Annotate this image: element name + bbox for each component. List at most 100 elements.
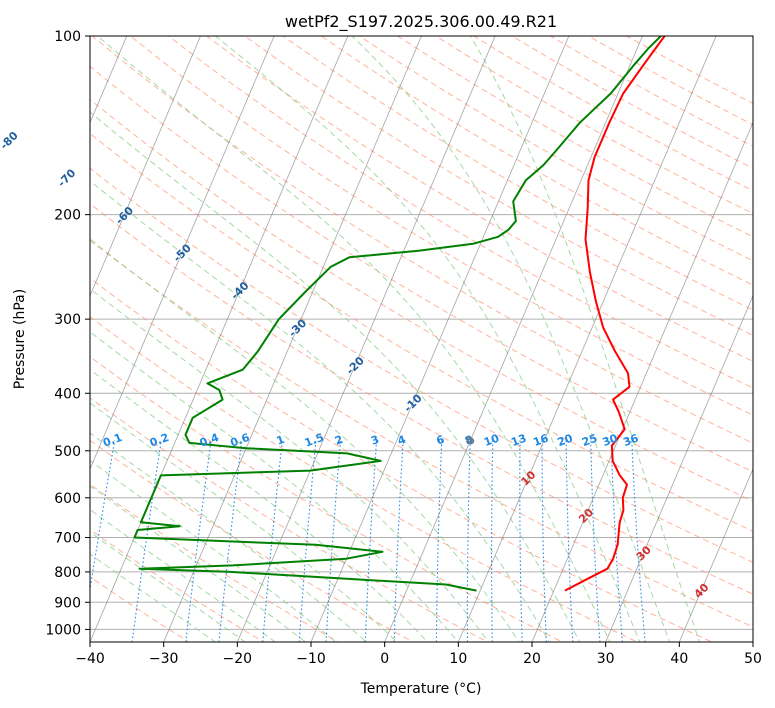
mixing-ratio-line [435,440,443,642]
mixing-ratio-label: 10 [482,431,501,449]
mixing-ratio-label: 6 [435,433,447,448]
x-tick-label: 50 [744,651,762,667]
x-tick-label: 20 [523,651,541,667]
x-tick-label: 0 [380,651,389,667]
moist-adiabat-line [90,368,429,642]
isotherm-line [605,294,753,642]
mixing-ratio-label: 13 [509,432,528,449]
mixing-ratio-line [565,440,574,642]
mixing-ratio-label: 16 [531,431,550,449]
y-tick-label: 100 [54,29,81,45]
x-tick-label: 30 [597,651,615,667]
isotherm-line [236,36,496,642]
mixing-ratio-label: 20 [556,431,575,449]
moist-adiabat-line [90,531,246,642]
mixing-ratio-label: 25 [580,432,599,449]
mixing-ratio-line [218,440,243,642]
x-axis-title: Temperature (°C) [360,681,482,697]
x-axis: −40 −30 −20 −10 0 10 20 30 40 50 [75,642,762,667]
plot-frame [89,35,754,643]
dry-adiabat-line [90,316,639,642]
isotherm-line [678,467,753,642]
moist-adiabat-line [90,432,368,642]
isotherm-line [90,36,349,642]
mixing-ratio-line [519,440,523,642]
y-tick-label: 700 [54,531,81,547]
mixing-ratio-line [393,440,404,642]
isotherm-line [457,36,717,642]
isotherms [90,36,753,642]
dry-adiabat-line [90,483,340,642]
moist-adiabat-line [215,36,641,642]
mixing-ratio-line [262,440,283,642]
mixing-ratio-line [185,440,212,642]
y-tick-label: 600 [54,491,81,507]
x-tick-label: −40 [75,651,105,667]
dry-adiabat-line [282,36,753,311]
moist-adiabat-line [97,36,611,642]
moist-adiabat-line [90,553,217,642]
y-axis: 1000 900 800 700 600 500 400 300 200 100 [45,29,90,638]
mixing-ratio-line [298,440,317,642]
isotherm-line [90,36,275,470]
moist-adiabat-line [469,36,701,642]
isotherm-line [163,36,422,642]
mixing-ratio-line [490,440,494,642]
pressure-gridlines [90,36,753,630]
mixing-ratio-label: 3 [369,433,381,448]
mixing-ratio-line [466,440,471,642]
dry-adiabat-line [90,65,753,473]
mixing-ratio-line [364,440,378,642]
x-tick-label: −30 [149,651,179,667]
mixing-ratio-label: 36 [621,431,640,449]
mixing-ratio-label: 4 [396,433,408,448]
dry-adiabat-line [90,203,753,595]
mixing-ratio-label: 0.6 [229,431,252,450]
dry-adiabat-line [90,397,489,642]
dewpoint-profile-line [133,36,662,592]
chart-title: wetPf2_S197.2025.306.00.49.R21 [285,12,557,32]
mixing-ratio-label: 1 [275,433,287,448]
x-tick-label: 10 [449,651,467,667]
moist-adiabat-line [90,288,490,642]
x-tick-label: −20 [223,651,253,667]
moist-adiabat-line [351,36,671,642]
x-tick-label: −10 [296,651,326,667]
dry-adiabat-line [90,529,265,642]
y-tick-label: 300 [54,312,81,328]
isotherm-line [310,36,570,642]
isotherm-line [90,36,128,124]
dry-adiabat-line [244,36,753,336]
isotherm-line [531,121,753,642]
plot-area [90,36,753,642]
mixing-ratio-line [541,440,547,642]
mixing-ratio-label: 0.4 [198,431,221,450]
moist-adiabat-line [90,485,307,642]
dry-adiabat-line [90,277,713,642]
y-tick-label: 1000 [45,622,81,638]
mixing-ratio-label: 8 [463,433,475,448]
moist-adiabat-line [90,459,337,642]
dry-adiabat-line [90,239,753,628]
y-axis-title: Pressure (hPa) [12,289,28,389]
profile-lines [133,36,666,592]
y-tick-label: 400 [54,386,81,402]
dry-adiabat-line [167,36,753,389]
moist-adiabat-line [90,402,398,642]
y-tick-label: 900 [54,595,81,611]
moist-adiabat-line [90,180,550,642]
temperature-profile-line [564,36,666,592]
moist-adiabat-line [90,508,277,642]
isotherm-line [90,36,201,297]
mixing-ratio-label: 1.5 [303,431,326,450]
y-tick-label: 800 [54,565,81,581]
mixing-ratio-label: 30 [601,431,620,449]
isotherm-line [384,36,643,642]
x-tick-label: 40 [670,651,688,667]
mixing-ratio-label: 2 [333,433,345,448]
moist-adiabat-line [90,111,581,642]
dry-adiabat-line [90,356,564,642]
mixing-ratio-label: 0.2 [148,431,171,450]
y-tick-label: 200 [54,208,81,224]
